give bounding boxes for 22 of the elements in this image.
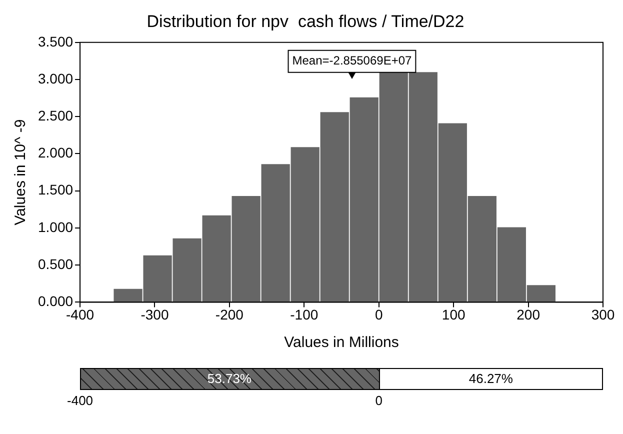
text: 53.73% bbox=[207, 371, 252, 386]
annotation: Mean=-2.855069E+07 bbox=[292, 54, 412, 68]
x-tick-label: -100 bbox=[290, 306, 318, 322]
y-tick-label: 3.500 bbox=[38, 33, 74, 50]
y-tick-label: 2.000 bbox=[38, 144, 74, 161]
x-tick-label: -300 bbox=[140, 306, 169, 322]
chart-title: Distribution for npv cash flows / Time/D22 bbox=[146, 12, 464, 31]
text: 0 bbox=[375, 393, 382, 408]
x-tick-label: 300 bbox=[591, 306, 615, 322]
y-tick-label: 1.500 bbox=[38, 182, 74, 198]
y-tick-label: 0.500 bbox=[38, 256, 74, 272]
x-tick-label: 0 bbox=[374, 306, 383, 322]
text: -400 bbox=[67, 393, 94, 408]
y-tick-label: 2.500 bbox=[38, 107, 74, 124]
text: 46.27% bbox=[468, 371, 513, 386]
x-axis-title: Values in Millions bbox=[284, 334, 399, 352]
y-tick-label: 3.000 bbox=[38, 70, 74, 86]
x-tick-label: -200 bbox=[215, 306, 244, 322]
y-axis-title: Values in 10^ -9 bbox=[12, 119, 30, 226]
x-tick-label: 100 bbox=[442, 306, 466, 322]
x-tick-label: 200 bbox=[516, 306, 540, 322]
y-tick-label: 1.000 bbox=[38, 218, 74, 235]
